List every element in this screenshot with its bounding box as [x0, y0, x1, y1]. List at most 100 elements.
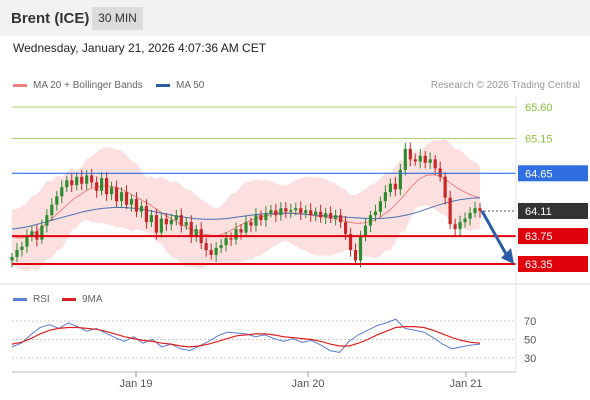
- candle-body: [304, 210, 308, 214]
- candle-body: [214, 247, 218, 255]
- candle-body: [443, 176, 447, 198]
- legend-rsi-ma: 9MA: [62, 294, 103, 305]
- candle-body: [65, 180, 69, 188]
- candle-body: [100, 178, 104, 191]
- candle-body: [109, 187, 114, 195]
- candle-body: [463, 218, 467, 223]
- rsi-tick-label: 70: [524, 316, 536, 328]
- candle-body: [85, 175, 89, 184]
- candle-body: [448, 197, 452, 225]
- candle-body: [319, 211, 323, 218]
- candle-body: [468, 213, 472, 219]
- support-tag: [518, 256, 588, 272]
- legend-swatch-ma20: [13, 84, 27, 87]
- candle-body: [259, 215, 263, 221]
- candle-body: [144, 206, 149, 223]
- chart-header: Brent (ICE) 30 MIN: [0, 0, 590, 36]
- legend-label-ma20: MA 20 + Bollinger Bands: [33, 80, 143, 91]
- candle-body: [393, 183, 397, 190]
- candle-body: [234, 229, 238, 240]
- candle-body: [15, 250, 19, 258]
- candle-body: [279, 208, 283, 216]
- candle-body: [50, 204, 54, 216]
- pivot-label: 64.65: [525, 168, 553, 180]
- candle-body: [209, 250, 213, 255]
- candle-body: [284, 208, 288, 212]
- candle-body: [458, 222, 462, 230]
- candle-body: [403, 148, 407, 170]
- candle-body: [358, 236, 363, 261]
- candle-body: [353, 250, 358, 261]
- forecast-arrow-head: [501, 248, 514, 264]
- candle-body: [289, 210, 293, 212]
- x-tick-label: Jan 21: [449, 378, 482, 390]
- candle-body: [149, 215, 154, 223]
- candle-body: [104, 178, 109, 195]
- candle-body: [229, 238, 233, 240]
- candle-body: [388, 183, 392, 193]
- candle-body: [10, 257, 14, 261]
- candle-body: [428, 159, 432, 163]
- time-axis: Jan 19 Jan 20 Jan 21: [0, 96, 590, 390]
- candle-body: [294, 208, 298, 211]
- candle-body: [408, 148, 412, 160]
- candle-body: [95, 182, 99, 191]
- candle-body: [269, 210, 273, 214]
- candle-body: [219, 245, 223, 248]
- resistance-label: 65.15: [525, 133, 553, 145]
- candle-body: [338, 215, 343, 223]
- candle-body: [204, 243, 208, 251]
- x-tick-label: Jan 19: [119, 378, 152, 390]
- credit-text: Research © 2026 Trading Central: [430, 80, 580, 91]
- candle-body: [30, 231, 34, 237]
- timeframe-badge[interactable]: 30 MIN: [92, 7, 143, 30]
- bollinger-band: [12, 138, 480, 272]
- candle-body: [373, 211, 378, 216]
- candle-body: [343, 222, 348, 234]
- support-label: 63.35: [525, 259, 553, 271]
- candle-body: [398, 169, 402, 190]
- forecast-arrow-shaft: [480, 210, 508, 255]
- legend-label-rsi: RSI: [33, 294, 50, 305]
- candle-body: [254, 215, 258, 226]
- candle-body: [383, 192, 388, 202]
- legend-ma50: MA 50: [156, 80, 204, 91]
- legend-swatch-rsi-ma: [62, 298, 76, 301]
- candle-body: [194, 229, 198, 237]
- timestamp: Wednesday, January 21, 2026 4:07:36 AM C…: [13, 41, 267, 55]
- candle-body: [478, 208, 482, 211]
- candle-body: [184, 222, 188, 226]
- candle-body: [413, 159, 417, 162]
- candle-body: [129, 199, 134, 205]
- candle-body: [164, 218, 168, 225]
- candle-body: [363, 225, 368, 237]
- resistance-label: 65.60: [525, 102, 553, 114]
- candle-body: [90, 175, 94, 183]
- candle-body: [473, 208, 477, 214]
- candle-body: [314, 211, 318, 216]
- candle-body: [239, 229, 243, 233]
- candle-body: [368, 215, 373, 226]
- candle-body: [309, 210, 313, 216]
- candle-body: [139, 206, 144, 212]
- price-plot: [10, 138, 482, 272]
- candle-body: [134, 199, 139, 212]
- rsi-plot: 70 50 30: [11, 316, 536, 365]
- levels: 65.60 65.15 64.65 64.11 63.75 63.35: [12, 102, 588, 272]
- candle-body: [40, 225, 44, 240]
- rsi-ma-line: [11, 326, 481, 348]
- candle-body: [45, 215, 49, 226]
- legend-swatch-ma50: [156, 84, 170, 87]
- candle-body: [80, 176, 84, 184]
- candle-body: [119, 192, 124, 202]
- candle-body: [114, 187, 119, 202]
- candle-body: [60, 187, 64, 197]
- support-tag: [518, 228, 588, 245]
- candle-body: [179, 215, 183, 226]
- candle-body: [423, 155, 427, 163]
- legend-swatch-rsi: [13, 298, 27, 301]
- candle-body: [378, 201, 383, 212]
- candle-body: [324, 213, 328, 218]
- pivot-tag: [518, 165, 588, 182]
- candle-body: [124, 192, 129, 205]
